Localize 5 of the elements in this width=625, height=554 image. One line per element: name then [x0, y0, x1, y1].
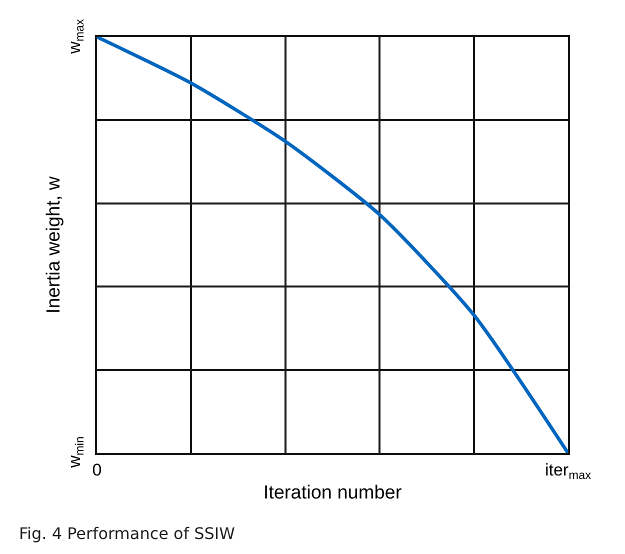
- x-tick-label: iter$_{max}$: [544, 460, 592, 482]
- x-tick-label: 0: [92, 460, 102, 480]
- text: Fig. 4 Performance of SSIW: [19, 524, 236, 543]
- x-axis-title: Iteration number: [263, 482, 402, 504]
- y-axis-title: Inertia weight, w: [43, 176, 64, 314]
